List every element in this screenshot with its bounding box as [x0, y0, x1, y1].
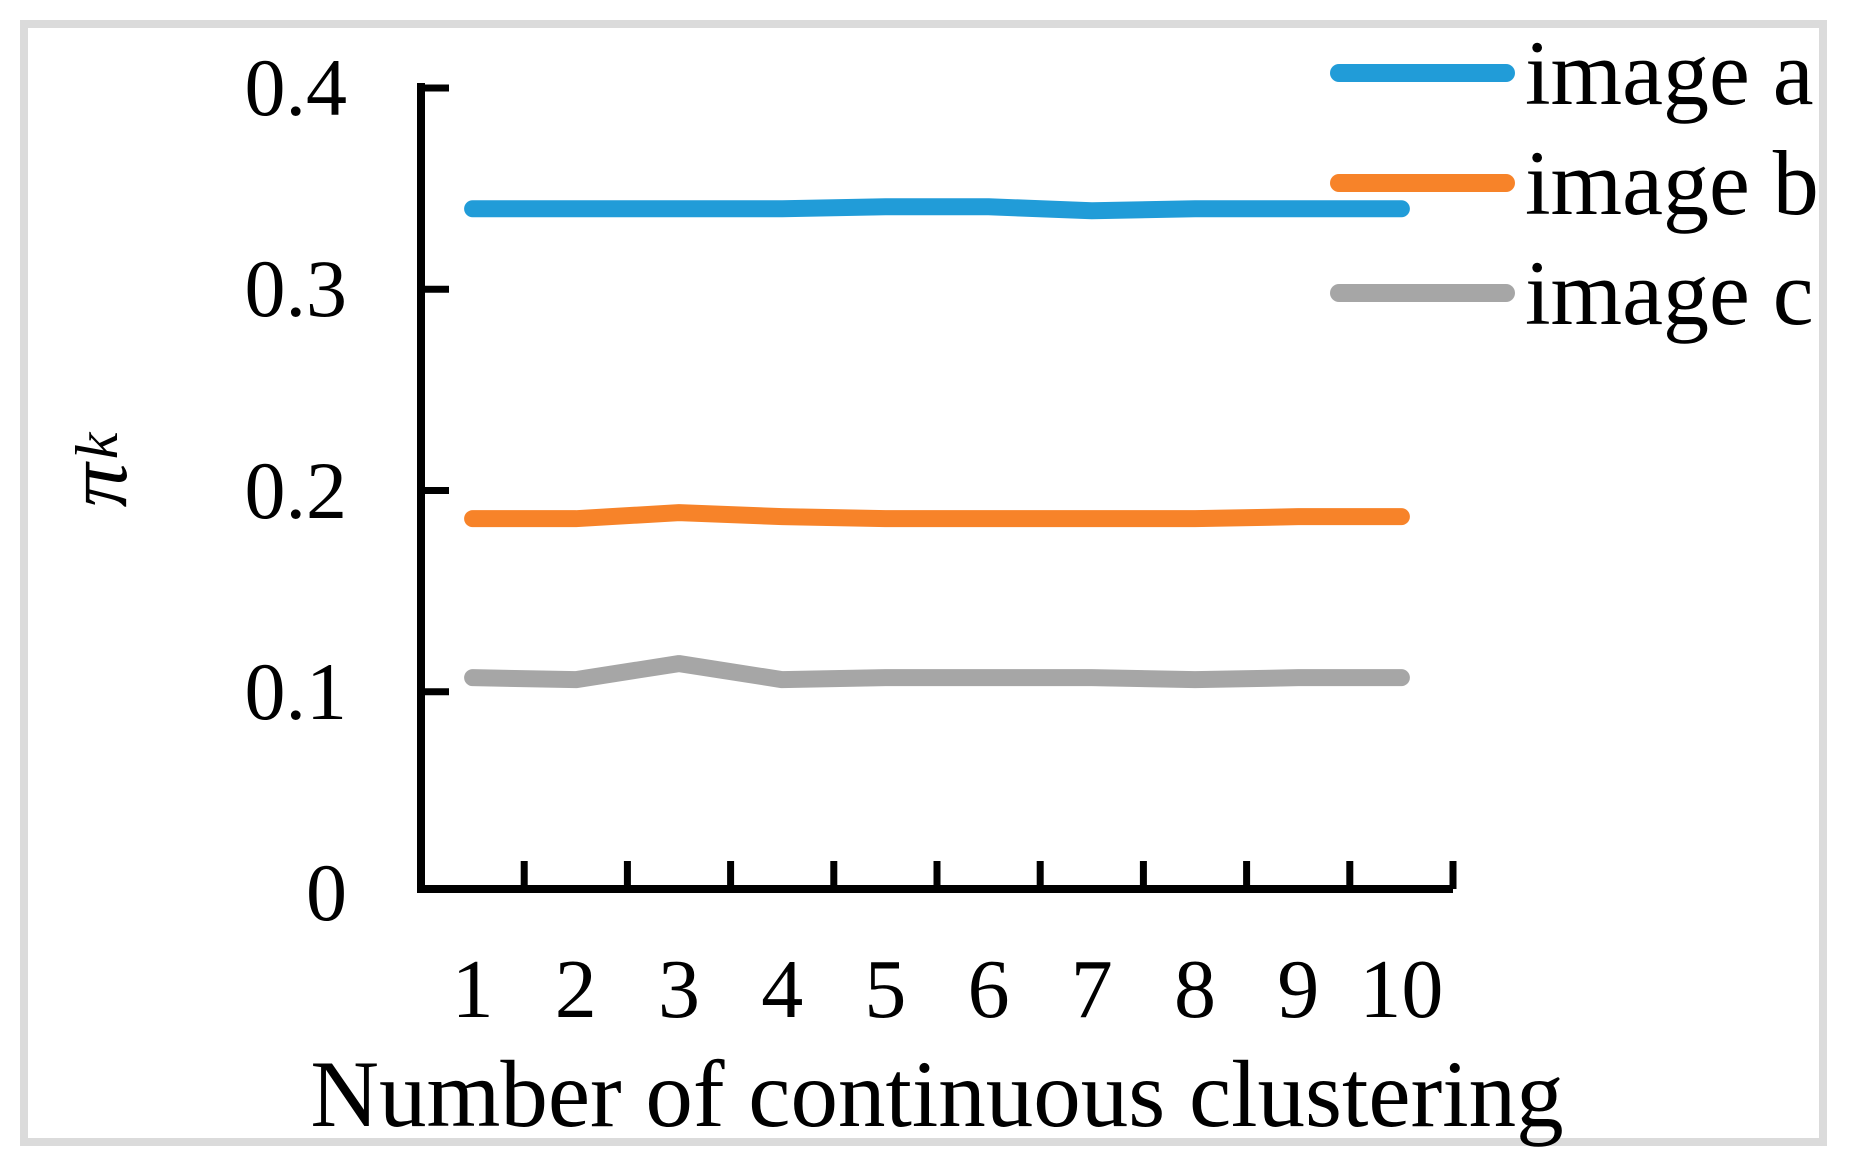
series-line-image-a — [464, 198, 1410, 220]
series-line-image-c — [464, 655, 1410, 689]
x-tick-label-3: 3 — [658, 943, 700, 1036]
series-line-image-b — [464, 504, 1410, 528]
x-tick-label-2: 2 — [554, 943, 597, 1036]
x-tick-label-8: 8 — [1174, 943, 1216, 1036]
y-tick-label-0.2: 0.2 — [244, 444, 348, 536]
legend-label-image-b: image b — [1525, 132, 1819, 234]
legend: image a image b image c — [1330, 18, 1819, 348]
x-tick-label-1: 1 — [451, 943, 494, 1036]
legend-label-image-a: image a — [1525, 22, 1814, 124]
y-tick-label-0: 0 — [306, 847, 347, 938]
y-tick-label-0.3: 0.3 — [244, 243, 348, 335]
legend-swatch-image-c — [1330, 284, 1515, 302]
y-axis-title-symbol: π — [48, 463, 146, 508]
x-tick-label-9: 9 — [1277, 943, 1320, 1036]
legend-item-image-b: image b — [1330, 128, 1819, 238]
x-tick-label-7: 7 — [1070, 943, 1113, 1036]
legend-item-image-c: image c — [1330, 238, 1819, 348]
x-axis-title: Number of continuous clustering — [310, 1041, 1564, 1147]
x-tick-label-6: 6 — [967, 943, 1010, 1036]
x-tick-label-4: 4 — [761, 943, 804, 1036]
legend-swatch-image-a — [1330, 64, 1515, 82]
y-tick-label-0.1: 0.1 — [244, 645, 348, 737]
y-tick-label-0.4: 0.4 — [244, 42, 348, 133]
legend-label-image-c: image c — [1525, 242, 1814, 344]
legend-swatch-image-b — [1330, 174, 1515, 192]
legend-item-image-a: image a — [1330, 18, 1819, 128]
x-tick-label-10: 10 — [1359, 943, 1444, 1036]
x-tick-label-5: 5 — [864, 943, 907, 1036]
